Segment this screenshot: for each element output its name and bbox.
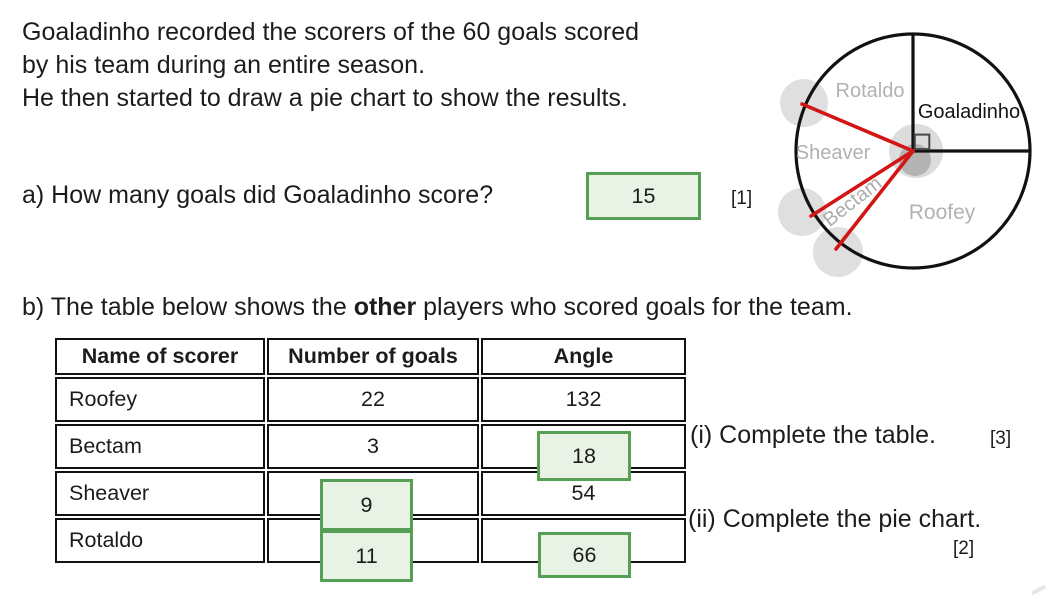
pie-label-sheaver: Sheaver xyxy=(796,142,871,164)
touch-marker xyxy=(778,188,826,236)
header-goals: Number of goals xyxy=(267,338,479,375)
note-complete-pie: (ii) Complete the pie chart. xyxy=(688,505,982,533)
cell-angle: 132 xyxy=(481,377,686,422)
answer-value: 18 xyxy=(572,443,596,468)
right-angle-marker xyxy=(913,133,931,151)
user-line-sheaver-bectam[interactable] xyxy=(809,149,915,218)
answer-input-rotaldo-goals[interactable]: 11 xyxy=(320,530,413,582)
question-b-text: b) The table below shows the other playe… xyxy=(22,293,853,322)
marks-ii: [2] xyxy=(953,538,975,559)
answer-input-sheaver-goals[interactable]: 9 xyxy=(320,479,413,531)
question-b-bold-word: other xyxy=(353,293,417,321)
intro-line-3: He then started to draw a pie chart to s… xyxy=(22,84,628,112)
answer-input-goaladinho-goals[interactable]: 15 xyxy=(586,172,701,220)
marks-i: [3] xyxy=(990,428,1012,449)
user-drawn-lines[interactable] xyxy=(800,102,915,251)
note-complete-table: (i) Complete the table. xyxy=(690,421,936,449)
answer-value: 66 xyxy=(572,542,597,567)
answer-value: 9 xyxy=(360,492,373,517)
question-b-prefix: b) The table below shows the xyxy=(22,293,354,321)
table-header-row: Name of scorer Number of goals Angle xyxy=(55,338,686,375)
header-angle: Angle xyxy=(481,338,686,375)
cell-name: Rotaldo xyxy=(55,518,265,563)
intro-line-2: by his team during an entire season. xyxy=(22,51,426,79)
intro-line-1: Goaladinho recorded the scorers of the 6… xyxy=(22,18,640,46)
cell-name: Sheaver xyxy=(55,471,265,516)
pie-label-goaladinho: Goaladinho xyxy=(918,101,1020,123)
pie-label-rotaldo: Rotaldo xyxy=(836,80,905,102)
header-name: Name of scorer xyxy=(55,338,265,375)
cell-name: Roofey xyxy=(55,377,265,422)
question-b-suffix: players who scored goals for the team. xyxy=(416,293,853,321)
pie-chart[interactable]: Rotaldo Goaladinho Sheaver Bectam Roofey xyxy=(775,14,1047,284)
intro-paragraph: Goaladinho recorded the scorers of the 6… xyxy=(22,16,639,115)
stray-mark xyxy=(1030,584,1047,596)
touch-marker xyxy=(813,227,863,277)
marks-a: [1] xyxy=(731,188,753,209)
question-a-text: a) How many goals did Goaladinho score? xyxy=(22,181,494,209)
table-row: Roofey 22 132 xyxy=(55,377,686,422)
cell-name: Bectam xyxy=(55,424,265,469)
answer-a-value: 15 xyxy=(631,183,656,208)
answer-value: 11 xyxy=(355,543,378,568)
answer-input-bectam-angle[interactable]: 18 xyxy=(537,431,631,481)
user-line-rotaldo-sheaver[interactable] xyxy=(800,102,915,153)
pie-label-roofey: Roofey xyxy=(909,201,976,224)
cell-goals: 22 xyxy=(267,377,479,422)
answer-input-rotaldo-angle[interactable]: 66 xyxy=(538,532,631,578)
user-line-bectam-roofey[interactable] xyxy=(834,149,915,251)
pie-label-bectam: Bectam xyxy=(819,172,886,231)
cell-goals: 3 xyxy=(267,424,479,469)
